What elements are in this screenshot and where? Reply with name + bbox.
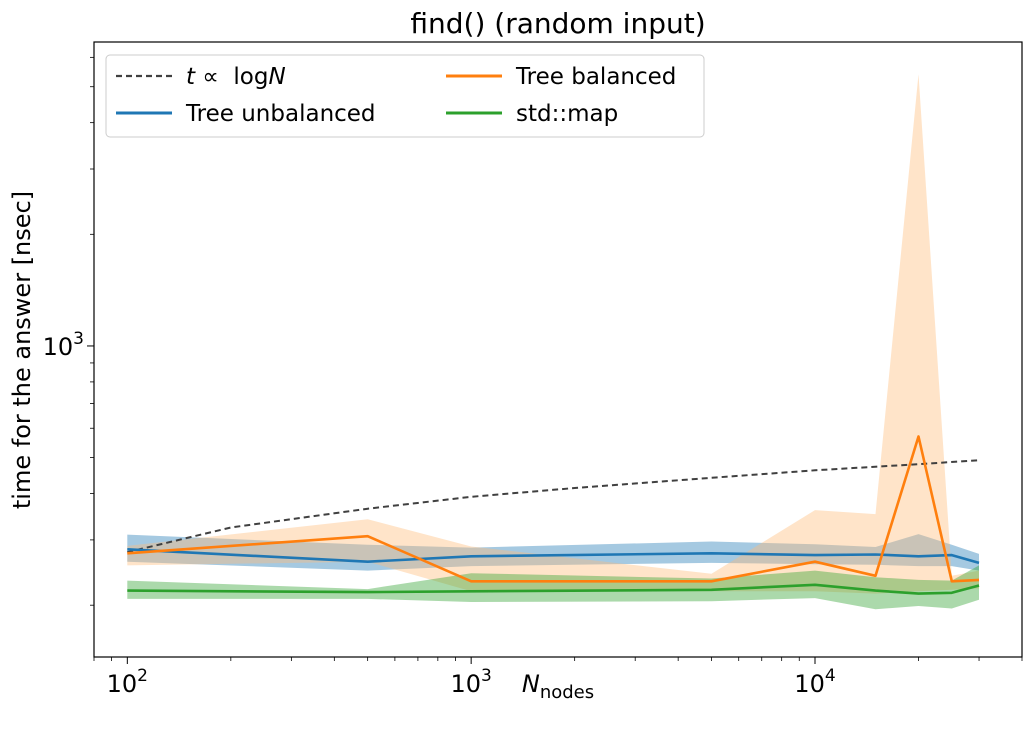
legend-label-logn-n: N	[268, 64, 285, 90]
x-tick-label: 102	[107, 666, 148, 698]
legend-label-logn: t ∝ logN	[186, 64, 286, 90]
plot-area-frame	[93, 41, 1023, 658]
x-axis-label: Nnodes	[522, 670, 594, 703]
legend-box	[105, 54, 705, 138]
y-tick-label-base: 10	[43, 333, 74, 361]
x-tick-label-base: 10	[794, 670, 825, 698]
line-tree-balanced	[127, 435, 980, 583]
x-axis-label-main: N	[522, 670, 540, 698]
y-tick-label: 103	[43, 329, 84, 361]
legend: t ∝ logN Tree unbalanced Tree balanced s…	[105, 54, 705, 138]
line-t-logn	[127, 459, 980, 554]
legend-label-logn-t: t	[186, 64, 196, 90]
x-axis-ticks: 102 103 104	[93, 657, 1023, 698]
x-tick-label-exponent: 3	[481, 666, 492, 686]
x-tick-label-exponent: 4	[825, 666, 836, 686]
legend-label-tree-unbalanced: Tree unbalanced	[185, 101, 376, 127]
x-tick-label-exponent: 2	[137, 666, 148, 686]
line-tree-unbalanced	[127, 548, 980, 565]
x-axis-label-subscript: nodes	[540, 682, 594, 703]
x-tick-label-base: 10	[107, 670, 138, 698]
x-tick-label: 104	[794, 666, 835, 698]
y-axis-ticks: 103	[43, 56, 94, 606]
x-tick-label-base: 10	[450, 670, 481, 698]
legend-label-std-map: std::map	[516, 101, 618, 127]
band-tree-balanced	[127, 74, 980, 594]
line-std-map	[127, 583, 980, 595]
legend-label-logn-prop: ∝ log	[195, 64, 268, 90]
legend-label-tree-balanced: Tree balanced	[515, 64, 676, 90]
band-std-map	[127, 565, 980, 610]
chart-title: find() (random input)	[410, 7, 705, 40]
y-axis-label: time for the answer [nsec]	[8, 191, 36, 509]
y-tick-label-exponent: 3	[73, 329, 84, 349]
x-tick-label: 103	[450, 666, 491, 698]
series-lines	[127, 435, 980, 595]
